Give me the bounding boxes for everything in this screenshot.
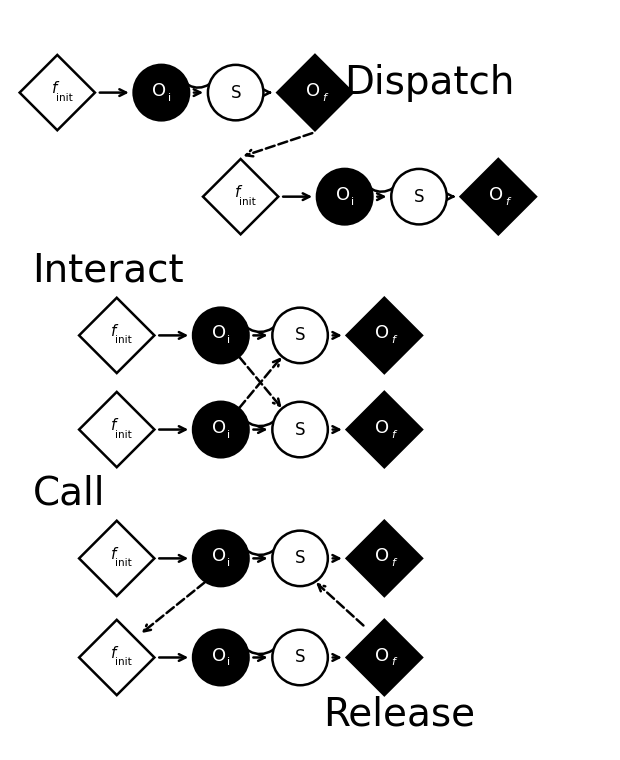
Text: i: i [227,559,230,568]
Circle shape [193,530,249,586]
Text: f: f [111,547,117,562]
Text: init: init [239,197,256,207]
Polygon shape [203,159,278,234]
Text: O: O [335,185,350,204]
Polygon shape [347,298,422,373]
Circle shape [272,530,328,586]
Text: O: O [375,647,389,664]
Text: i: i [227,657,230,667]
Text: Release: Release [323,696,476,734]
Text: O: O [212,325,226,343]
Text: O: O [212,547,226,565]
Text: f: f [111,324,117,339]
Text: S: S [295,420,305,439]
Text: S: S [231,84,241,102]
Text: S: S [295,326,305,344]
Text: O: O [212,647,226,664]
Text: f: f [322,93,326,103]
Circle shape [272,630,328,686]
Text: O: O [375,547,389,565]
Text: f: f [111,418,117,433]
Text: Call: Call [32,475,105,513]
Polygon shape [347,521,422,596]
Polygon shape [79,521,154,596]
Circle shape [391,169,447,224]
Text: O: O [375,325,389,343]
Text: i: i [351,197,354,207]
Polygon shape [347,620,422,695]
Text: init: init [115,559,132,568]
Circle shape [208,65,264,120]
Text: i: i [227,429,230,439]
Text: init: init [56,93,73,103]
Text: f: f [111,646,117,661]
Text: f: f [391,657,395,667]
Text: f: f [51,81,57,96]
Text: Interact: Interact [32,252,184,290]
Text: Dispatch: Dispatch [343,64,514,102]
Text: f: f [391,429,395,439]
Circle shape [272,308,328,363]
Text: O: O [489,185,503,204]
Circle shape [272,402,328,458]
Text: init: init [115,429,132,439]
Text: S: S [414,188,424,206]
Polygon shape [20,55,95,130]
Text: O: O [212,419,226,436]
Text: f: f [235,185,241,200]
Polygon shape [347,392,422,467]
Text: init: init [115,335,132,345]
Text: f: f [391,335,395,345]
Circle shape [317,169,373,224]
Polygon shape [79,392,154,467]
Circle shape [193,630,249,686]
Text: i: i [167,93,171,103]
Text: S: S [295,648,305,667]
Text: O: O [306,81,320,100]
Text: f: f [505,197,509,207]
Polygon shape [79,620,154,695]
Polygon shape [461,159,536,234]
Text: init: init [115,657,132,667]
Text: i: i [227,335,230,345]
Polygon shape [277,55,353,130]
Text: S: S [295,549,305,568]
Text: O: O [153,81,166,100]
Polygon shape [79,298,154,373]
Circle shape [133,65,189,120]
Text: O: O [375,419,389,436]
Circle shape [193,402,249,458]
Circle shape [193,308,249,363]
Text: f: f [391,559,395,568]
